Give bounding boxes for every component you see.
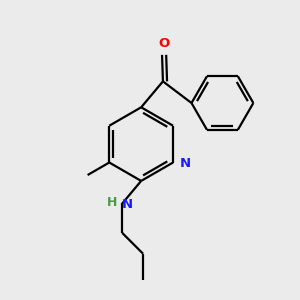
Text: H: H <box>106 196 117 208</box>
Text: O: O <box>158 37 170 50</box>
Text: N: N <box>122 198 134 212</box>
Text: N: N <box>179 158 191 170</box>
